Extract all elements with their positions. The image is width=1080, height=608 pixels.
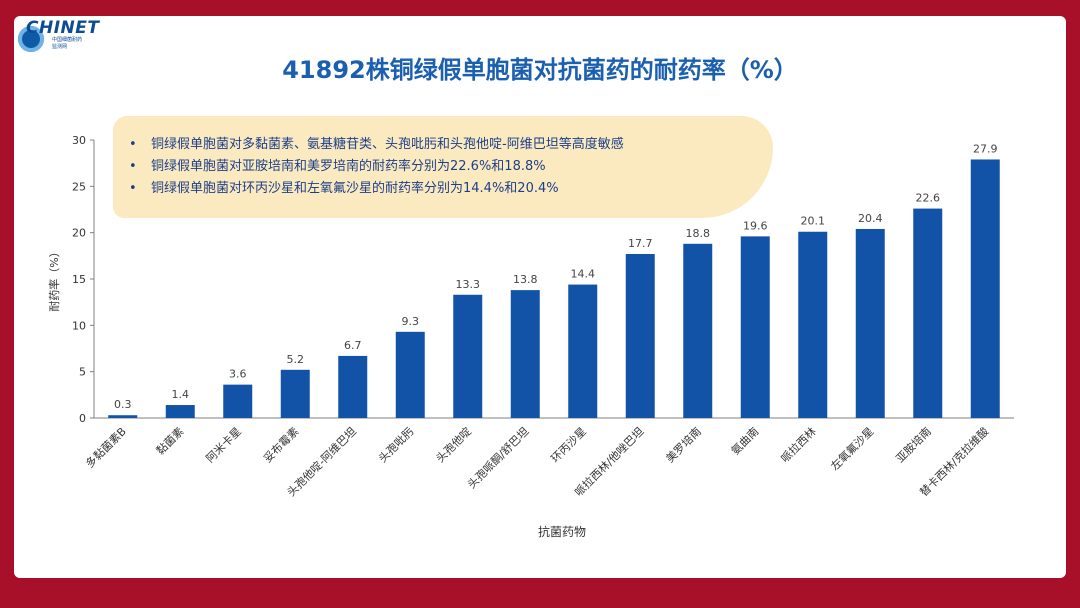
bar	[683, 243, 713, 418]
bar	[625, 253, 655, 418]
bar-chart: 0 5 10 15 20 25 30 耐药率（%） 0.3 多黏菌素B 1.4 黏菌素 3.6 阿米卡星 5…	[47, 134, 1014, 539]
bar	[798, 231, 828, 418]
y-tick-label: 30	[72, 134, 86, 147]
x-tick-label: 头孢他啶	[433, 424, 474, 465]
bar-value-label: 19.6	[743, 219, 768, 232]
bar	[913, 208, 943, 418]
bar-value-label: 13.3	[456, 278, 481, 291]
logo-brand: CHINET	[26, 18, 100, 38]
y-tick-label: 10	[72, 319, 86, 332]
x-tick-label: 环丙沙星	[549, 425, 589, 465]
x-tick-label: 阿米卡星	[204, 425, 244, 465]
page-title: 41892株铜绿假单胞菌对抗菌药的耐药率（%）	[282, 56, 798, 84]
summary-list: 铜绿假单胞菌对多黏菌素、氨基糖苷类、头孢吡肟和头孢他啶-阿维巴坦等高度敏感 铜绿…	[113, 116, 773, 200]
x-tick-label: 左氧氟沙星	[828, 424, 877, 473]
bar	[453, 294, 483, 418]
x-tick-label: 妥布霉素	[261, 425, 301, 465]
bar-value-label: 0.3	[114, 398, 132, 411]
bar-value-label: 9.3	[402, 315, 420, 328]
y-tick-label: 15	[72, 273, 86, 286]
bar	[395, 331, 425, 418]
bar-value-label: 20.4	[858, 212, 883, 225]
bar	[740, 236, 770, 418]
summary-point-2: 铜绿假单胞菌对亚胺培南和美罗培南的耐药率分别为22.6%和18.8%	[129, 156, 773, 178]
bar	[970, 159, 1000, 418]
bar-value-label: 17.7	[628, 237, 653, 250]
y-tick-label: 5	[79, 366, 86, 379]
summary-point-3: 铜绿假单胞菌对环丙沙星和左氧氟沙星的耐药率分别为14.4%和20.4%	[129, 178, 773, 200]
x-tick-label: 头孢哌酮/舒巴坦	[464, 424, 531, 491]
bar-value-label: 20.1	[801, 215, 826, 228]
bar-value-label: 5.2	[287, 353, 305, 366]
bar-value-label: 1.4	[172, 388, 190, 401]
bar-value-label: 22.6	[916, 192, 941, 205]
bar	[568, 284, 598, 418]
globe-icon	[18, 26, 44, 52]
bar	[338, 355, 368, 418]
x-tick-label: 氨曲南	[729, 425, 762, 458]
y-tick-label: 20	[72, 227, 86, 240]
bar	[223, 384, 253, 418]
bar-value-label: 14.4	[571, 268, 596, 281]
x-tick-label: 黏菌素	[153, 424, 186, 457]
bar	[108, 415, 138, 418]
bar	[855, 228, 885, 418]
x-tick-label: 哌拉西林	[778, 424, 819, 465]
bar-value-label: 13.8	[513, 273, 538, 286]
x-axis-title: 抗菌药物	[538, 524, 586, 539]
y-tick-label: 25	[72, 180, 86, 193]
bar-value-label: 18.8	[686, 227, 711, 240]
x-tick-label: 美罗培南	[663, 424, 704, 465]
x-tick-label: 多黏菌素B	[83, 424, 129, 470]
bar-value-label: 27.9	[973, 142, 998, 155]
bar	[280, 369, 310, 418]
y-axis-title: 耐药率（%）	[47, 246, 61, 311]
slide: CHINET 中国细菌耐药 监测网 41892株铜绿假单胞菌对抗菌药的耐药率（%…	[14, 16, 1066, 578]
bar	[165, 405, 195, 418]
summary-point-1: 铜绿假单胞菌对多黏菌素、氨基糖苷类、头孢吡肟和头孢他啶-阿维巴坦等高度敏感	[129, 134, 773, 156]
chinet-logo: CHINET 中国细菌耐药 监测网	[18, 16, 100, 56]
summary-callout: 铜绿假单胞菌对多黏菌素、氨基糖苷类、头孢吡肟和头孢他啶-阿维巴坦等高度敏感 铜绿…	[113, 116, 773, 218]
bar-value-label: 6.7	[344, 339, 362, 352]
bar	[510, 290, 540, 418]
y-tick-label: 0	[79, 412, 86, 425]
x-tick-label: 头孢吡肟	[376, 425, 416, 465]
logo-subtitle-2: 监测网	[52, 44, 68, 50]
bar-value-label: 3.6	[229, 368, 247, 381]
logo-subtitle-1: 中国细菌耐药	[52, 37, 83, 43]
x-tick-label: 亚胺培南	[893, 424, 934, 465]
